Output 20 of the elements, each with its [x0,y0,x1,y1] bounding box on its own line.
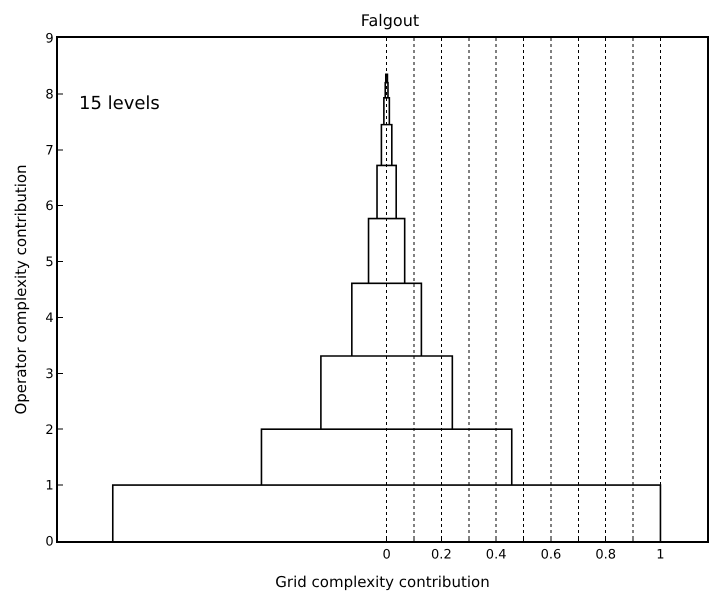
y-axis-title: Operator complexity contribution [12,164,30,415]
y-tick-label: 7 [45,143,54,158]
y-tick-label: 0 [45,534,54,550]
annotation: 15 levels [79,93,160,114]
y-tick-label: 3 [45,366,54,382]
x-axis-title: Grid complexity contribution [275,572,490,591]
x-tick-label: 0 [382,547,391,562]
x-tick-label: 0.8 [595,547,616,562]
x-tick-label: 1 [656,547,665,562]
x-tick-label: 0.2 [431,547,452,562]
y-tick-label: 1 [45,478,54,494]
y-tick-label: 6 [45,199,54,214]
y-tick-label: 9 [45,32,54,47]
chart-title: Falgout [360,10,420,30]
x-tick-label: 0.6 [540,547,562,562]
y-tick-label: 2 [45,422,54,438]
x-tick-label: 0.4 [486,547,506,562]
y-tick-label: 5 [45,255,54,270]
y-tick-label: 8 [45,87,54,102]
y-tick-label: 4 [45,310,54,326]
